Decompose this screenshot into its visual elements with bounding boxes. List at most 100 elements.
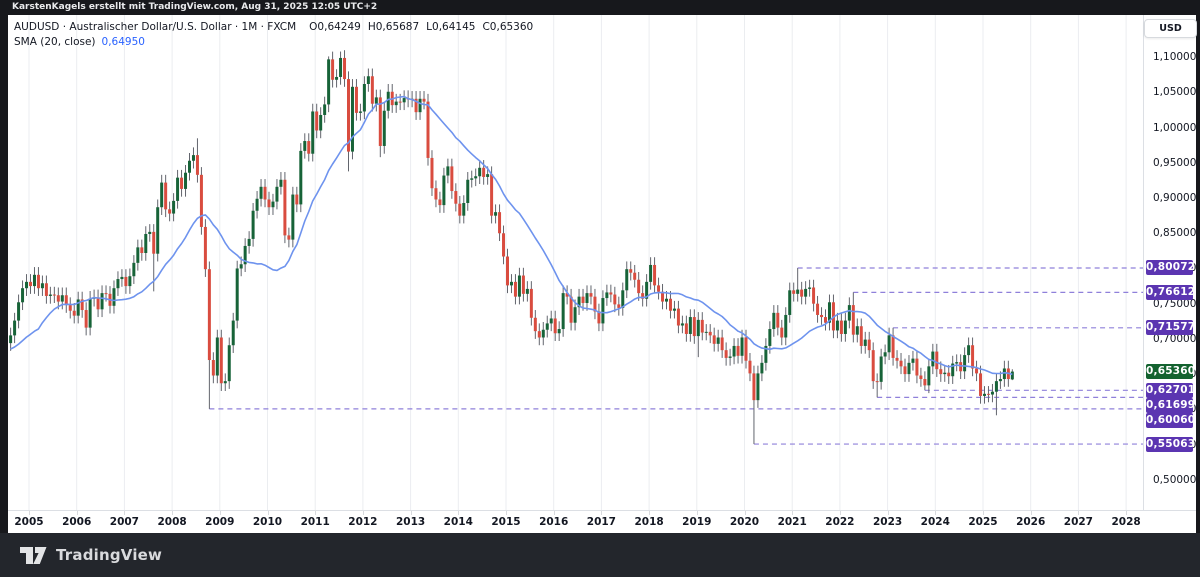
candle-body bbox=[760, 362, 764, 374]
year-label: 2025 bbox=[968, 516, 998, 528]
candle-body bbox=[72, 310, 76, 316]
year-tick bbox=[1078, 511, 1080, 515]
candle-body bbox=[180, 177, 184, 189]
candle-body bbox=[883, 352, 887, 357]
year-tick bbox=[315, 511, 317, 515]
candle-body bbox=[557, 329, 561, 334]
candle-body bbox=[895, 357, 899, 361]
sma-label: SMA (20, close) bbox=[14, 36, 96, 48]
candle-body bbox=[537, 331, 541, 338]
sma-value: 0,64950 bbox=[101, 36, 145, 48]
candle-body bbox=[867, 339, 871, 351]
candle-body bbox=[903, 366, 907, 375]
candle-body bbox=[736, 345, 740, 356]
year-tick bbox=[887, 511, 889, 515]
candle-body bbox=[347, 79, 350, 152]
candle-body bbox=[394, 101, 398, 106]
candle-body bbox=[621, 290, 625, 308]
candle-body bbox=[704, 331, 708, 333]
candlestick-chart[interactable] bbox=[8, 15, 1143, 510]
candle-body bbox=[470, 178, 474, 180]
candle-body bbox=[871, 350, 875, 382]
candle-body bbox=[203, 226, 207, 270]
candle-body bbox=[199, 174, 203, 227]
year-label: 2009 bbox=[205, 516, 235, 528]
candle-body bbox=[708, 331, 712, 336]
year-tick bbox=[744, 511, 746, 515]
candle-body bbox=[60, 295, 64, 302]
candle-body bbox=[184, 172, 188, 189]
candle-body bbox=[812, 287, 816, 304]
price-axis[interactable]: 1,10000 1,05000 1,00000 0,95000 0,90000 0,850… bbox=[1143, 15, 1196, 510]
candle-body bbox=[680, 323, 684, 326]
candle-body bbox=[267, 199, 271, 208]
candle-body bbox=[239, 264, 243, 269]
candle-body bbox=[219, 337, 223, 384]
candle-body bbox=[378, 97, 382, 146]
candle-body bbox=[474, 176, 478, 179]
candle-body bbox=[100, 293, 104, 310]
candle-body bbox=[168, 209, 172, 214]
candle-body bbox=[152, 231, 156, 254]
candle-body bbox=[386, 91, 390, 111]
tradingview-wordmark: TradingView bbox=[56, 546, 163, 564]
year-tick bbox=[935, 511, 937, 515]
candle-body bbox=[998, 379, 1002, 382]
currency-button[interactable]: USD bbox=[1144, 19, 1197, 38]
candle-body bbox=[144, 233, 148, 253]
candle-body bbox=[307, 141, 311, 154]
ohlc-open: O0,64249 bbox=[309, 21, 361, 33]
attribution-bar: KarstenKagels erstellt mit TradingView.c… bbox=[0, 0, 1200, 15]
candle-body bbox=[851, 305, 855, 335]
candle-body bbox=[255, 198, 259, 211]
candle-body bbox=[116, 279, 120, 289]
candle-body bbox=[140, 247, 144, 253]
candle-body bbox=[804, 288, 808, 297]
candle-body bbox=[243, 245, 247, 265]
tradingview-glyph-icon bbox=[20, 546, 47, 564]
year-label: 2005 bbox=[14, 516, 44, 528]
legend-symbol-line: AUDUSD · Australischer Dollar/U.S. Dolla… bbox=[14, 20, 533, 34]
year-label: 2022 bbox=[825, 516, 855, 528]
candle-body bbox=[303, 141, 307, 151]
candle-body bbox=[565, 293, 569, 297]
candle-body bbox=[287, 235, 291, 240]
year-tick bbox=[362, 511, 364, 515]
candle-body bbox=[343, 57, 347, 80]
year-label: 2024 bbox=[920, 516, 950, 528]
candle-body bbox=[207, 269, 211, 361]
candle-body bbox=[986, 393, 990, 395]
level-price-badge: 0,55063 bbox=[1146, 436, 1196, 452]
candle-body bbox=[1010, 371, 1014, 380]
candle-body bbox=[478, 167, 482, 177]
candle-body bbox=[931, 351, 935, 367]
candle-body bbox=[613, 294, 617, 305]
candle-body bbox=[128, 276, 132, 287]
candle-body bbox=[955, 362, 959, 364]
tradingview-logo[interactable]: TradingView bbox=[20, 546, 162, 564]
candle-body bbox=[494, 212, 498, 216]
candle-body bbox=[684, 323, 688, 334]
candle-body bbox=[827, 302, 831, 323]
year-tick bbox=[1126, 511, 1128, 515]
level-price-badge: 0,60060 bbox=[1146, 412, 1196, 428]
candle-body bbox=[438, 199, 442, 206]
level-price-badge: 0,80072 bbox=[1146, 260, 1196, 276]
candle-body bbox=[843, 320, 847, 334]
candle-body bbox=[561, 293, 565, 330]
candle-body bbox=[176, 177, 180, 201]
candle-body bbox=[339, 57, 343, 77]
candle-body bbox=[911, 358, 915, 363]
candle-body bbox=[569, 296, 573, 323]
price-axis-label: 1,10000 bbox=[1153, 51, 1197, 64]
candle-body bbox=[593, 296, 597, 312]
candle-body bbox=[319, 114, 323, 131]
price-axis-label: 1,05000 bbox=[1153, 86, 1197, 99]
candle-body bbox=[354, 86, 358, 113]
candle-body bbox=[732, 345, 736, 357]
candle-body bbox=[211, 360, 215, 376]
candle-body bbox=[577, 296, 581, 308]
candle-body bbox=[661, 291, 665, 302]
time-axis[interactable]: 2005 2006 2007 2008 2009 2010 2011 2012 2013 2014… bbox=[8, 510, 1196, 533]
candle-body bbox=[835, 320, 839, 331]
